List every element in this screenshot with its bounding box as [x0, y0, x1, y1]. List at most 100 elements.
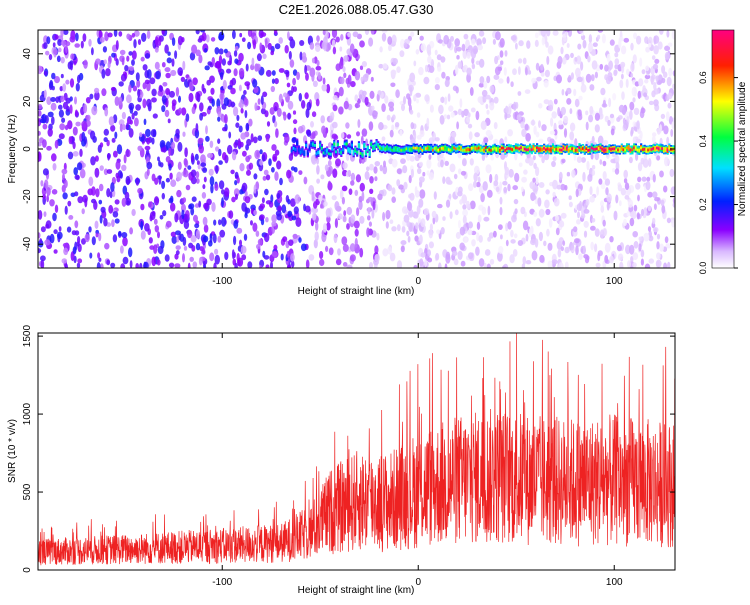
spectrogram-cell: [203, 176, 207, 183]
spectrogram-cell: [168, 262, 175, 268]
spectrogram-cell: [660, 113, 666, 119]
signal-band-cell: [416, 146, 419, 150]
spectrogram-cell: [604, 64, 609, 72]
signal-band-cell: [629, 148, 632, 152]
spectrogram-cell: [644, 79, 649, 84]
spectrogram-cell: [368, 37, 374, 47]
spectrogram-cell: [489, 85, 495, 93]
spectrogram-cell: [77, 196, 84, 204]
spectrogram-cell: [51, 189, 58, 195]
spectrogram-cell: [103, 168, 108, 176]
spectrogram-cell: [495, 31, 501, 41]
spectrogram-cell: [658, 30, 664, 35]
spectrogram-cell: [121, 197, 127, 207]
spectrogram-cell: [207, 152, 213, 159]
spectrogram-cell: [94, 220, 99, 229]
signal-band-cell: [603, 149, 606, 152]
spectrogram-cell: [320, 203, 323, 209]
signal-band-cell: [497, 148, 500, 151]
spectrogram-cell: [498, 224, 503, 231]
colorbar-gradient: [712, 30, 734, 268]
signal-band-cell: [474, 147, 477, 150]
spectrogram-cell: [137, 187, 143, 194]
spectrogram-cell: [245, 122, 250, 132]
spectrogram-cell: [164, 44, 169, 54]
spectrogram-cell: [270, 194, 274, 203]
spectrogram-cell: [473, 172, 478, 182]
spectrogram-cell: [276, 107, 282, 117]
spectrogram-cell: [423, 208, 430, 216]
spectrogram-cell: [221, 197, 224, 208]
spectrogram-cell: [83, 136, 87, 145]
spectrogram-cell: [419, 234, 423, 245]
spectrogram-cell: [661, 65, 666, 74]
spectrogram-cell: [600, 205, 605, 213]
spectrogram-cell: [629, 101, 635, 111]
spectrogram-cell: [639, 57, 643, 67]
spectrogram-cell: [394, 122, 400, 128]
signal-band-cell: [668, 146, 671, 150]
spectrogram-cell: [589, 84, 595, 91]
spectrogram-cell: [459, 226, 466, 236]
spectrogram-cell: [560, 46, 564, 55]
spectrogram-cell: [459, 98, 463, 108]
spectrogram-cell: [302, 52, 307, 60]
spectrogram-cell: [233, 106, 239, 117]
spectrogram-cell: [232, 30, 236, 40]
spectrogram-cell: [364, 96, 369, 106]
spectrogram-cell: [75, 121, 81, 127]
spectrogram-cell: [98, 257, 102, 262]
spectrogram-cell: [111, 219, 115, 228]
spectrogram-cell: [521, 263, 526, 268]
spectrogram-cell: [171, 58, 175, 67]
spectrogram-cell: [648, 42, 652, 48]
spectrogram-cell: [364, 171, 370, 180]
spectrogram-cell: [410, 139, 416, 144]
spectrogram-cell: [405, 151, 411, 161]
spectrogram-cell: [240, 245, 247, 254]
spectrogram-cell: [538, 182, 545, 188]
spectrogram-cell: [672, 202, 675, 208]
spectrogram-cell: [371, 209, 375, 219]
spectrogram-cell: [483, 80, 488, 89]
spectrogram-cell: [194, 153, 199, 161]
spectrogram-cell: [415, 92, 422, 98]
spectrogram-cell: [49, 79, 54, 89]
spectrogram-cell: [244, 110, 248, 119]
spectrogram-cell: [190, 207, 195, 216]
spectrogram-cell: [406, 230, 410, 237]
spectrogram-cell: [340, 34, 344, 41]
spectrogram-cell: [101, 68, 106, 79]
spectrogram-cell: [246, 138, 252, 146]
x-tick-label: 100: [606, 577, 623, 588]
spectrogram-cell: [331, 30, 338, 39]
spectrogram-cell: [246, 83, 250, 90]
spectrogram-cell: [392, 58, 399, 65]
spectrogram-cell: [604, 178, 611, 186]
signal-band-cell: [432, 148, 435, 152]
spectrogram-cell: [401, 206, 408, 214]
spectrogram-cell: [91, 47, 94, 56]
spectrogram-cell: [338, 106, 344, 115]
signal-band-cell: [564, 147, 567, 150]
spectrogram-cell: [560, 212, 567, 219]
spectrogram-cell: [458, 186, 463, 194]
spectrogram-cell: [532, 155, 536, 161]
spectrogram-cell: [164, 109, 170, 118]
spectrogram-cell: [369, 90, 375, 99]
spectrogram-cell: [298, 237, 302, 243]
spectrogram-cell: [396, 260, 403, 268]
spectrogram-cell: [588, 34, 593, 44]
spectrogram-cell: [209, 233, 213, 244]
signal-band-cell: [384, 147, 387, 151]
spectrogram-cell: [107, 153, 110, 161]
snr-x-axis-label: Height of straight line (km): [298, 585, 415, 596]
spectrogram-cell: [493, 122, 498, 130]
spectrogram-cell: [538, 231, 544, 242]
signal-band-cell: [488, 148, 491, 152]
spectrogram-cell: [214, 248, 219, 255]
spectrogram-cell: [382, 63, 388, 70]
spectrogram-cell: [461, 43, 466, 52]
spectrogram-cell: [420, 252, 426, 258]
